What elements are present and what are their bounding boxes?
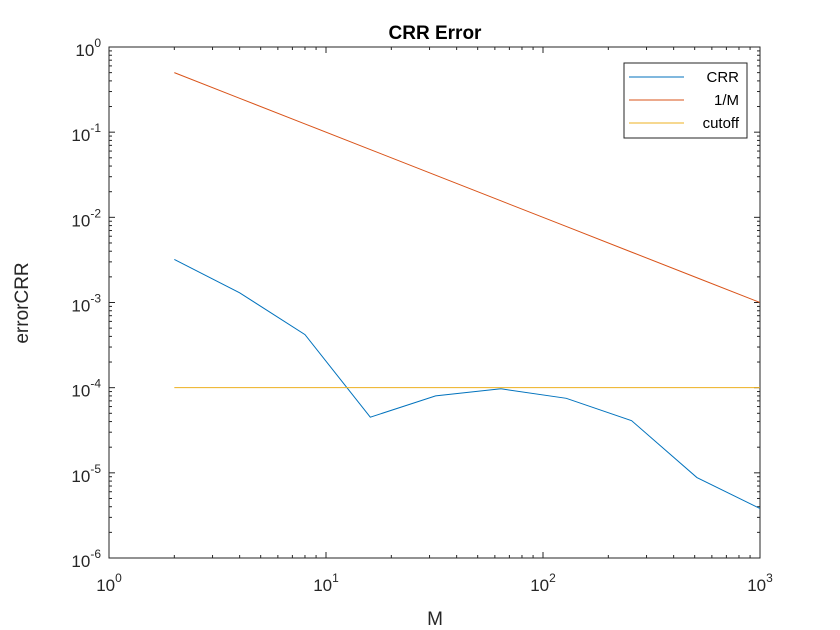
chart-title: CRR Error — [389, 23, 483, 44]
y-tick-labels: 10-6 10-5 10-4 10-3 10-2 10-1 100 — [71, 36, 101, 571]
series-line-1-m — [174, 72, 760, 304]
series-layer — [174, 72, 760, 510]
y-tick-label: 10-5 — [71, 462, 101, 486]
y-tick-label: 10-4 — [71, 377, 101, 401]
x-axis-title: M — [427, 609, 443, 630]
y-tick-label: 10-1 — [71, 121, 101, 145]
x-tick-label: 103 — [747, 571, 773, 595]
legend: CRR 1/M cutoff — [623, 62, 748, 139]
y-axis-title: errorCRR — [12, 262, 33, 343]
y-tick-label: 10-3 — [71, 292, 101, 316]
legend-label: 1/M — [714, 92, 739, 109]
x-tick-label: 101 — [313, 571, 339, 595]
legend-label: cutoff — [703, 115, 740, 132]
x-tick-label: 102 — [530, 571, 556, 595]
series-line-crr — [174, 259, 760, 510]
y-tick-label: 100 — [75, 36, 101, 60]
x-tick-labels: 100 101 102 103 — [96, 571, 773, 595]
y-tick-label: 10-6 — [71, 547, 101, 571]
x-tick-label: 100 — [96, 571, 122, 595]
legend-label: CRR — [707, 69, 740, 86]
x-tick-marks — [108, 47, 761, 558]
y-tick-label: 10-2 — [71, 206, 101, 230]
